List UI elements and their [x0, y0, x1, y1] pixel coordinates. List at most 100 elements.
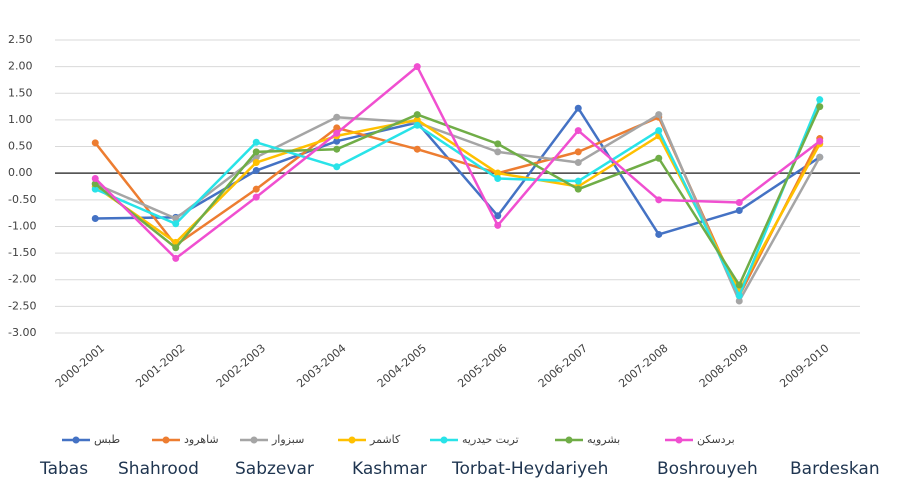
data-point [333, 124, 341, 132]
y-tick-label: 2.50 [8, 33, 33, 46]
data-point [574, 177, 582, 185]
data-point [735, 206, 743, 214]
legend-marker [250, 436, 258, 444]
legend-marker [675, 436, 683, 444]
y-tick-label: -0.50 [8, 193, 36, 206]
data-point [494, 148, 502, 156]
data-point [816, 137, 824, 145]
legend-english-name: Torbat-Heydariyeh [451, 459, 608, 479]
data-point [574, 104, 582, 112]
data-point [413, 121, 421, 129]
series-line [94, 99, 821, 297]
data-point [413, 63, 421, 71]
data-point [333, 137, 341, 145]
legend-marker [348, 436, 356, 444]
y-tick-label: -1.00 [8, 219, 36, 232]
data-point [655, 127, 663, 135]
data-point [735, 297, 743, 305]
x-tick-label: 2002-2003 [214, 342, 268, 391]
y-tick-label: 1.00 [8, 113, 33, 126]
data-point [172, 254, 180, 262]
data-point [91, 139, 99, 147]
x-tick-label: 2000-2001 [53, 342, 107, 391]
legend-marker [440, 436, 448, 444]
data-point [494, 212, 502, 220]
y-tick-label: -2.50 [8, 299, 36, 312]
y-tick-label: -2.00 [8, 273, 36, 286]
x-tick-label: 2008-2009 [697, 342, 751, 391]
data-point [413, 116, 421, 124]
data-point [252, 167, 260, 175]
data-point [252, 159, 260, 167]
y-tick-label: 0.00 [8, 166, 33, 179]
data-point [252, 185, 260, 193]
data-point [655, 111, 663, 119]
legend-english-name: Bardeskan [790, 459, 880, 479]
data-point [333, 113, 341, 121]
y-tick-label: -3.00 [8, 326, 36, 339]
data-point [252, 148, 260, 156]
legend-marker [565, 436, 573, 444]
data-point [91, 185, 99, 193]
legend-label: شاهرود [184, 433, 219, 446]
data-point [333, 145, 341, 153]
data-point [494, 175, 502, 183]
x-tick-label: 2004-2005 [375, 342, 429, 391]
data-point [494, 169, 502, 177]
legend-english-name: Boshrouyeh [657, 459, 758, 479]
data-point [735, 198, 743, 206]
data-point [333, 129, 341, 137]
series-line [94, 106, 821, 287]
legend-english-name: Sabzevar [235, 459, 314, 479]
y-tick-label: 0.50 [8, 140, 33, 153]
data-point [574, 127, 582, 135]
legend-marker [162, 436, 170, 444]
x-tick-label: 2001-2002 [133, 342, 187, 391]
data-point [816, 153, 824, 161]
data-point [252, 193, 260, 201]
data-point [172, 244, 180, 252]
legend-label: تربت حیدریه [462, 433, 519, 446]
y-tick-label: 1.50 [8, 86, 33, 99]
x-tick-label: 2007-2008 [616, 342, 670, 391]
data-point [91, 214, 99, 222]
data-point [816, 96, 824, 104]
y-tick-label: 2.00 [8, 60, 33, 73]
x-tick-label: 2006-2007 [536, 342, 590, 391]
data-point [333, 163, 341, 171]
data-point [816, 103, 824, 111]
data-point [574, 148, 582, 156]
legend-marker [72, 436, 80, 444]
data-point [655, 196, 663, 204]
legend-label: کاشمر [369, 433, 401, 446]
data-point [172, 214, 180, 222]
data-point [91, 175, 99, 183]
legend-english-name: Kashmar [352, 459, 427, 479]
legend-english-name: Shahrood [118, 459, 199, 479]
x-tick-label: 2009-2010 [777, 342, 831, 391]
data-point [494, 221, 502, 229]
data-point [413, 145, 421, 153]
data-point [252, 138, 260, 146]
legend-label: سبزوار [271, 433, 304, 446]
data-point [574, 185, 582, 193]
series-line [94, 65, 821, 260]
legend-label: طبس [94, 433, 120, 446]
x-tick-label: 2005-2006 [455, 342, 509, 391]
data-point [655, 154, 663, 162]
data-point [735, 292, 743, 300]
x-tick-label: 2003-2004 [294, 342, 348, 391]
legend-label: بردسکن [697, 433, 735, 446]
data-point [494, 140, 502, 148]
legend-label: بشرویه [587, 433, 620, 446]
data-point [172, 220, 180, 228]
legend-english-name: Tabas [39, 459, 88, 479]
data-point [574, 159, 582, 167]
data-point [655, 230, 663, 238]
data-point [735, 281, 743, 289]
data-point [91, 180, 99, 188]
y-tick-label: -1.50 [8, 246, 36, 259]
data-point [413, 111, 421, 119]
series-line [94, 113, 821, 303]
